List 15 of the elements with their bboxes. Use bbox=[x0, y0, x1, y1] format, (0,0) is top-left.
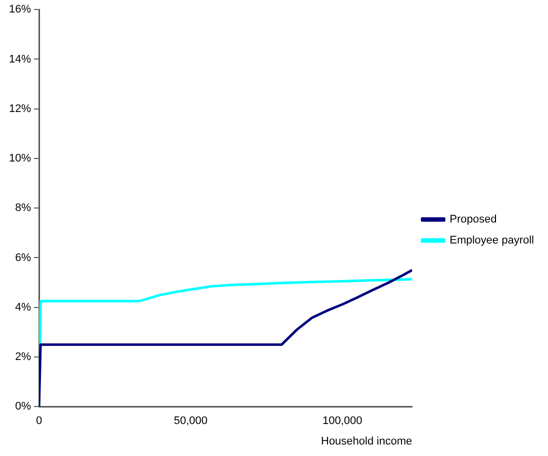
x-tick-label: 50,000 bbox=[174, 415, 208, 428]
x-tick-label: 100,000 bbox=[322, 415, 362, 428]
y-tick-label: 2% bbox=[15, 351, 32, 364]
x-tick-label: 0 bbox=[36, 415, 42, 428]
x-axis-title: Household income bbox=[321, 435, 412, 448]
legend-label: Proposed bbox=[450, 214, 497, 226]
legend-label: Employee payroll bbox=[450, 234, 534, 247]
y-tick-label: 12% bbox=[8, 102, 32, 115]
y-tick-label: 10% bbox=[8, 152, 32, 165]
y-tick-label: 6% bbox=[15, 252, 32, 264]
y-tick-label: 0% bbox=[15, 400, 32, 413]
y-tick-label: 8% bbox=[15, 202, 32, 214]
y-tick-label: 4% bbox=[15, 301, 32, 314]
y-tick-label: 16% bbox=[8, 4, 32, 16]
y-tick-label: 14% bbox=[8, 53, 32, 66]
